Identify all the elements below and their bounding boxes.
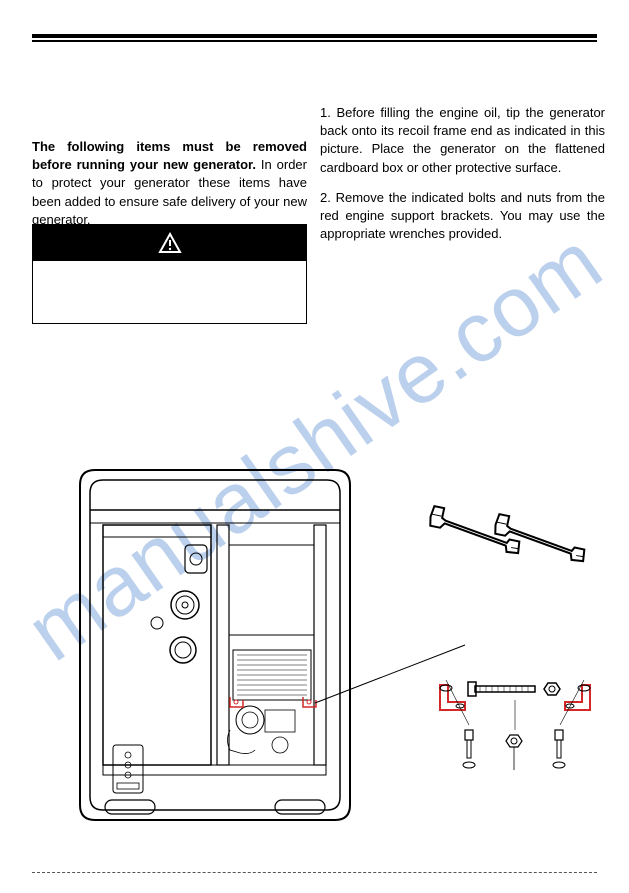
right-para-1: 1. Before filling the engine oil, tip th… [320,104,605,177]
header-double-rule [32,34,597,42]
footer-dashed-rule [32,872,597,873]
brackets-exploded-drawing [420,630,610,800]
wrenches-drawing [425,480,605,610]
left-column-text: The following items must be removed befo… [32,138,307,229]
right-column-text: 1. Before filling the engine oil, tip th… [320,104,605,255]
right-para-2: 2. Remove the indicated bolts and nuts f… [320,189,605,244]
warning-triangle-icon [158,232,182,254]
generator-line-drawing [55,455,375,835]
warning-callout-box [32,224,307,324]
warning-header-bar [33,225,306,261]
